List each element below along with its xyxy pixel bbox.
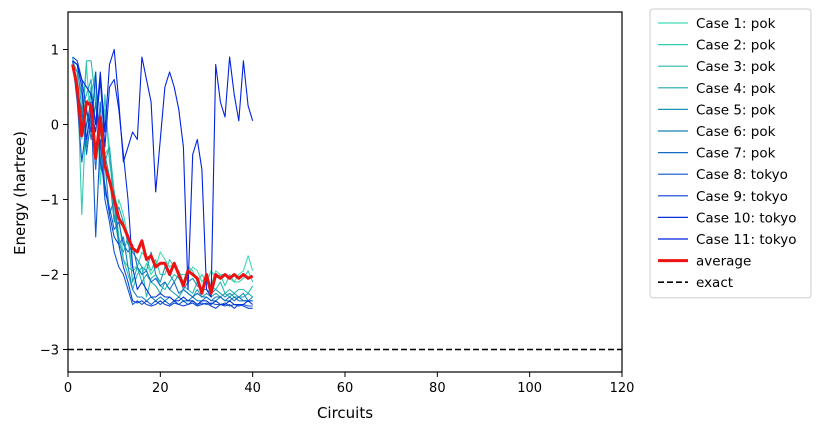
legend-label: average — [696, 254, 751, 270]
legend-label: Case 9: tokyo — [696, 189, 788, 205]
y-tick-label: 0 — [51, 119, 59, 134]
y-axis-label: Energy (hartree) — [11, 131, 29, 255]
x-tick-label: 0 — [64, 381, 72, 396]
y-tick-label: −2 — [40, 269, 59, 284]
legend-label: Case 8: tokyo — [696, 167, 788, 183]
x-tick-label: 40 — [244, 381, 261, 396]
y-tick-label: −1 — [40, 194, 59, 209]
legend: Case 1: pok Case 2: pok Case 3: pok Case 4:… — [649, 8, 812, 299]
plot-area — [68, 48, 622, 351]
series-line-10 — [72, 48, 254, 298]
legend-label: Case 3: pok — [696, 59, 776, 75]
legend-frame — [649, 8, 812, 299]
legend-label: Case 6: pok — [696, 124, 776, 140]
y-tick-label: −3 — [40, 344, 59, 359]
x-tick-label: 20 — [152, 381, 169, 396]
x-tick-label: 80 — [429, 381, 446, 396]
legend-label: Case 4: pok — [696, 81, 776, 97]
x-tick-label: 60 — [337, 381, 354, 396]
legend-label: Case 5: pok — [696, 102, 776, 118]
series-line-7 — [72, 60, 253, 307]
series-line-8 — [72, 56, 253, 309]
x-tick-label: 120 — [610, 381, 635, 396]
axes: 0 20 40 60 80 100 120 −3 −2 −1 0 1 — [40, 11, 635, 396]
series-line-11 — [71, 64, 254, 295]
series-line-0 — [72, 63, 254, 287]
x-axis-label: Circuits — [317, 404, 373, 422]
legend-label: Case 7: pok — [696, 146, 776, 162]
series-line-6 — [72, 64, 253, 302]
plot-frame — [67, 11, 623, 373]
series-line-4 — [72, 64, 254, 302]
series-line-9 — [72, 60, 254, 306]
x-tick-label: 100 — [517, 381, 542, 396]
legend-label: Case 11: tokyo — [696, 232, 797, 248]
legend-label: Case 1: pok — [696, 16, 776, 32]
legend-label: exact — [696, 275, 733, 291]
y-tick-label: 1 — [51, 44, 59, 59]
legend-label: Case 10: tokyo — [696, 210, 797, 226]
legend-label: Case 2: pok — [696, 38, 776, 54]
